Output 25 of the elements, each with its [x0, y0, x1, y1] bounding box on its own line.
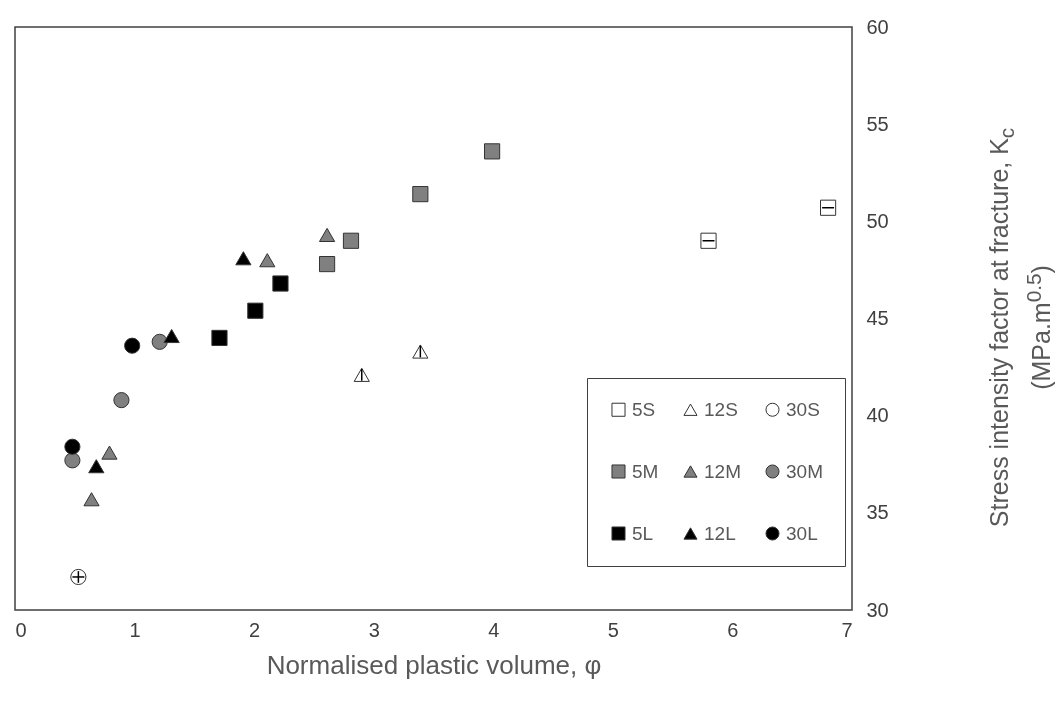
legend-label: 30L: [786, 522, 818, 544]
x-tick-label: 2: [249, 618, 261, 641]
x-tick-label: 1: [129, 618, 141, 641]
y-tick-label: 55: [866, 112, 889, 135]
legend-label: 30M: [786, 460, 823, 482]
x-tick-label: 4: [488, 618, 500, 641]
x-tick-label: 0: [15, 618, 27, 641]
y-tick-label: 35: [866, 501, 889, 524]
legend-label: 5M: [632, 460, 659, 482]
y-tick-label: 30: [866, 598, 889, 621]
x-tick-label: 3: [368, 618, 380, 641]
x-tick-label: 7: [841, 618, 853, 641]
y-tick-label: 50: [866, 209, 889, 232]
legend-label: 12L: [704, 522, 736, 544]
x-tick-label: 5: [607, 618, 619, 641]
legend-label: 12M: [704, 460, 741, 482]
legend-label: 5S: [632, 398, 656, 420]
y-tick-label: 45: [866, 307, 889, 329]
legend-label: 30S: [786, 398, 820, 420]
legend-label: 5L: [632, 522, 654, 544]
y-tick-label: 60: [866, 15, 889, 38]
x-axis-title: Normalised plastic volume, φ: [266, 649, 602, 680]
x-tick-label: 6: [727, 618, 739, 641]
y-tick-label: 40: [866, 404, 889, 427]
legend-label: 12S: [704, 398, 738, 420]
